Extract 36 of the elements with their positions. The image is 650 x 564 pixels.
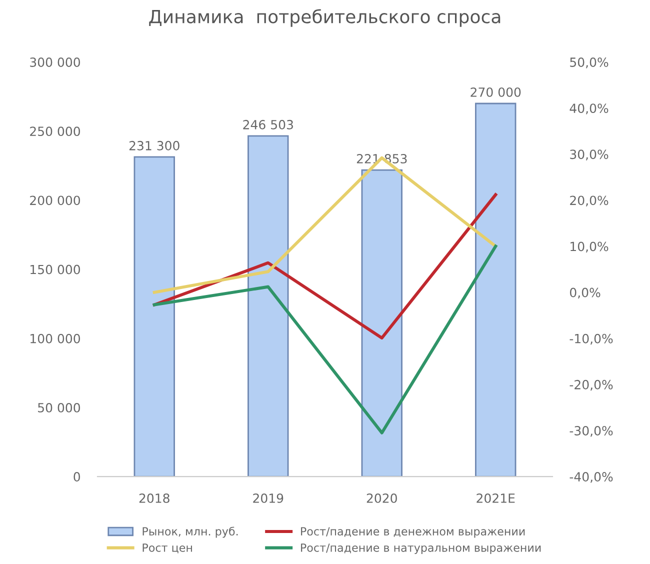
line-series: [152, 156, 498, 294]
bar: [475, 102, 516, 477]
y-tick-label: 300 000: [30, 58, 80, 67]
bar: [248, 135, 289, 477]
legend-label: Рост/падение в денежном выражении: [301, 527, 525, 538]
x-tick-label: 2018: [139, 493, 170, 503]
y2-tick-label: 30,0%: [570, 150, 608, 160]
line-series: [152, 244, 498, 434]
y2-tick-label: 50,0%: [570, 58, 608, 68]
x-tick-label: 2021E: [476, 493, 515, 503]
y-tick-label: 150 000: [30, 264, 80, 274]
data-label: 246 503: [243, 120, 293, 130]
y2-tick-label: -40,0%: [570, 472, 613, 483]
y2-tick-label: 10,0%: [570, 242, 608, 252]
y2-tick-label: -30,0%: [570, 426, 613, 437]
y2-tick-label: 20,0%: [570, 196, 608, 206]
y-tick-label: 50 000: [38, 402, 80, 412]
legend-label: Рост/падение в натуральном выражении: [301, 544, 541, 554]
y2-tick-label: 0,0%: [570, 288, 600, 299]
data-label: 231 300: [129, 140, 180, 150]
legend-label: Рост цен: [142, 544, 192, 554]
y-tick-label: 0: [74, 472, 80, 482]
legend-label: Рынок, млн. руб.: [142, 526, 238, 538]
x-tick-label: 2020: [366, 493, 397, 503]
y-tick-label: 250 000: [30, 126, 80, 136]
chart-title: Динамика потребительского спроса: [149, 9, 500, 27]
x-tick-label: 2019: [253, 493, 284, 503]
y2-tick-label: -20,0%: [570, 380, 613, 391]
bar: [361, 169, 402, 477]
y2-tick-label: -10,0%: [570, 334, 613, 345]
data-label: 270 000: [470, 87, 521, 97]
y-tick-label: 100 000: [30, 334, 80, 344]
y2-tick-label: 40,0%: [570, 104, 608, 114]
line-series: [152, 193, 498, 340]
bar: [134, 156, 175, 477]
y-tick-label: 200 000: [30, 196, 80, 206]
